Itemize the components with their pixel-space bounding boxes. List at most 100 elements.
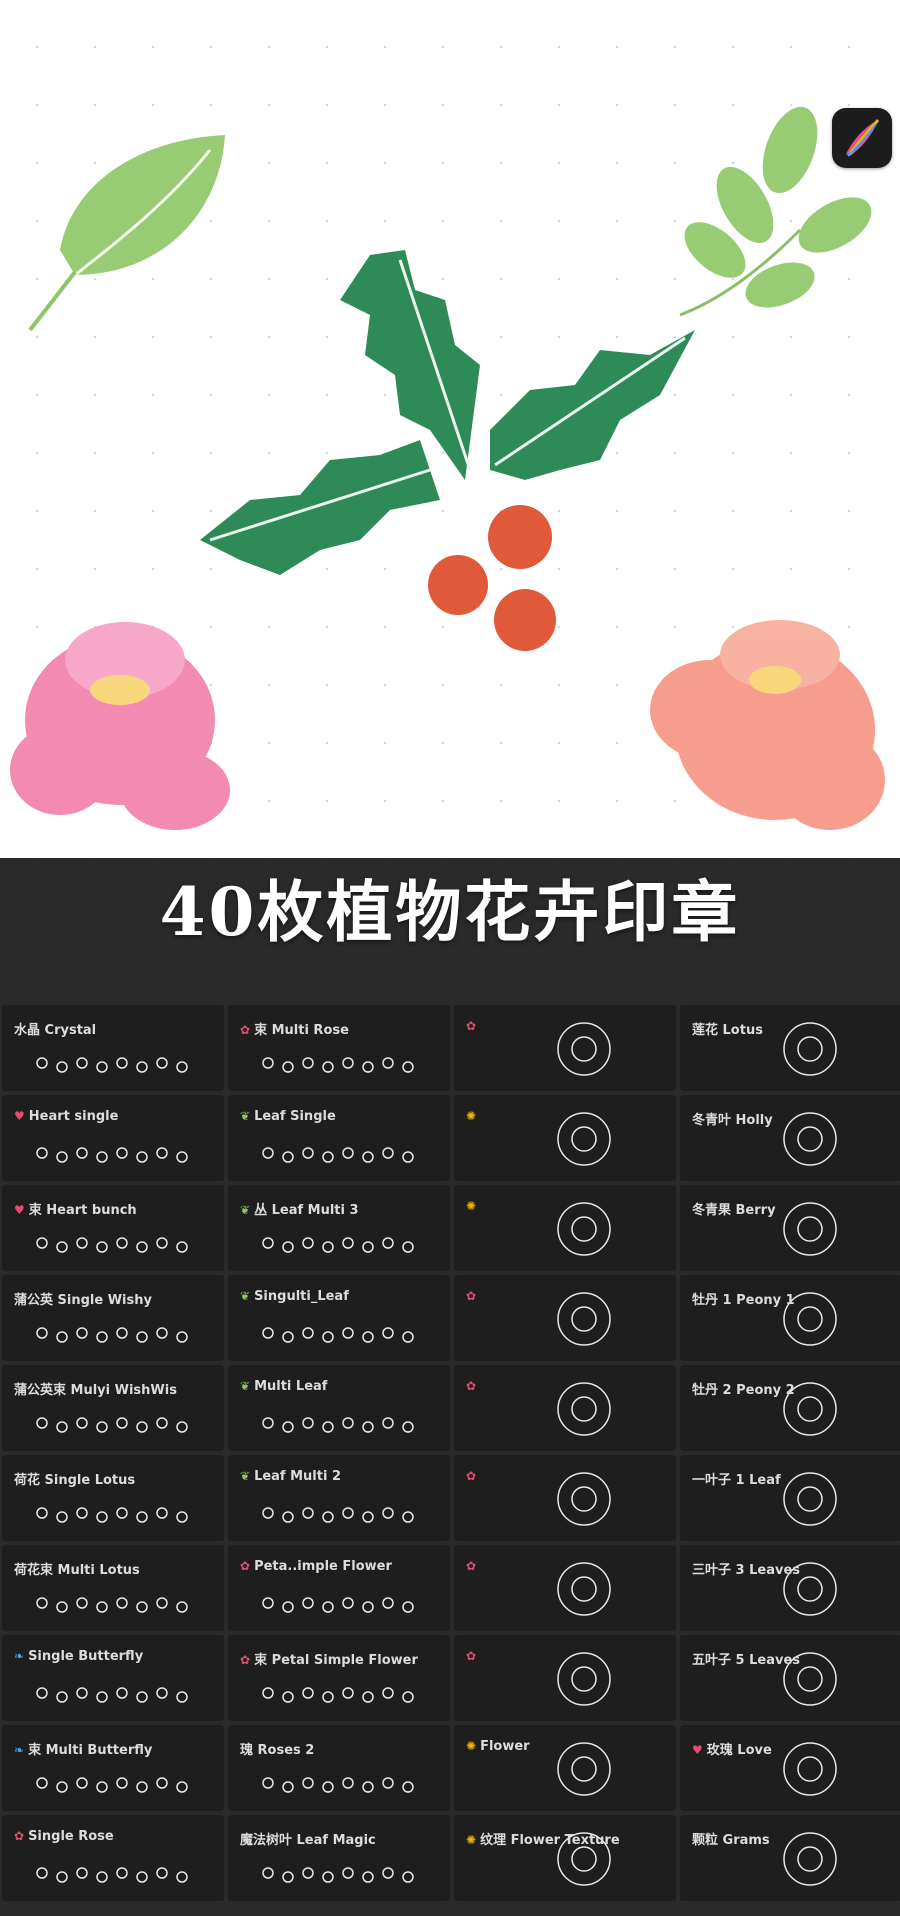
brush-cell[interactable]: ✿ [454, 1635, 676, 1721]
brush-label: 三叶子 3 Leaves [692, 1559, 800, 1578]
brush-name: 水晶 Crystal [14, 1023, 97, 1038]
brush-cell[interactable]: 三叶子 3 Leaves [680, 1545, 900, 1631]
brush-stroke-preview [262, 1057, 414, 1073]
brush-cell[interactable]: ✿ [454, 1275, 676, 1361]
brush-cell[interactable]: ✿ Single Rose [2, 1815, 224, 1901]
brush-stroke-preview [36, 1417, 188, 1433]
brush-cell[interactable]: ♥ 玫瑰 Love [680, 1725, 900, 1811]
brush-label: ♥ Heart single [14, 1109, 118, 1124]
butterfly-icon: ❧ [14, 1649, 25, 1663]
brush-stroke-preview [262, 1597, 414, 1613]
brush-stroke-preview [36, 1597, 188, 1613]
brush-grid: 水晶 Crystal ✿ 束 Multi Rose ✿ 莲花 Lotus ♥ Heart s… [0, 1005, 900, 1911]
brush-name: 冬青叶 Holly [692, 1113, 773, 1128]
brush-name: Multi Leaf [254, 1379, 328, 1394]
brush-cell[interactable]: ✿ 束 Multi Rose [228, 1005, 450, 1091]
brush-cell[interactable]: ❧ 束 Multi Butterfly [2, 1725, 224, 1811]
brush-label: 蒲公英 Single Wishy [14, 1289, 152, 1308]
brush-cell[interactable]: 荷花 Single Lotus [2, 1455, 224, 1541]
brush-stroke-preview [262, 1777, 414, 1793]
brush-label: ❧ 束 Multi Butterfly [14, 1739, 152, 1758]
brush-cell[interactable]: ❦ Singulti_Leaf [228, 1275, 450, 1361]
sunflower-icon: ✺ [466, 1109, 477, 1123]
flower-icon: ✿ [466, 1379, 477, 1393]
brush-cell[interactable]: ❦ 丛 Leaf Multi 3 [228, 1185, 450, 1271]
brush-cell[interactable]: 一叶子 1 Leaf [680, 1455, 900, 1541]
brush-label: ✿ 束 Petal Simple Flower [240, 1649, 418, 1668]
brush-cell[interactable]: 冬青叶 Holly [680, 1095, 900, 1181]
sunflower-icon: ✺ [466, 1739, 477, 1753]
brush-name: 束 Petal Simple Flower [254, 1653, 418, 1668]
heart-icon: ♥ [692, 1743, 703, 1757]
brush-cell[interactable]: 魔法树叶 Leaf Magic [228, 1815, 450, 1901]
brush-cell[interactable]: ✺ [454, 1095, 676, 1181]
brush-stroke-preview [557, 1562, 611, 1616]
brush-cell[interactable]: 蒲公英束 Mulyi WishWis [2, 1365, 224, 1451]
brush-cell[interactable]: 荷花束 Multi Lotus [2, 1545, 224, 1631]
brush-label: ❧ Single Butterfly [14, 1649, 143, 1664]
brush-stroke-preview [557, 1382, 611, 1436]
brush-stroke-preview [262, 1237, 414, 1253]
brush-label: 魔法树叶 Leaf Magic [240, 1829, 376, 1848]
illustration-canvas [0, 0, 900, 858]
brush-name: 三叶子 3 Leaves [692, 1563, 800, 1578]
watercolor-leaf-left [28, 135, 225, 332]
brush-cell[interactable]: 冬青果 Berry [680, 1185, 900, 1271]
brush-stroke-preview [557, 1022, 611, 1076]
flower-icon: ✿ [466, 1019, 477, 1033]
brush-cell[interactable]: ✿ 束 Petal Simple Flower [228, 1635, 450, 1721]
brush-name: 牡丹 2 Peony 2 [692, 1383, 795, 1398]
brush-label: ✿ Single Rose [14, 1829, 114, 1844]
leaf-icon: ❦ [240, 1379, 251, 1393]
watercolor-peony-coral [650, 620, 885, 830]
brush-label: 荷花束 Multi Lotus [14, 1559, 140, 1578]
brush-stroke-preview [557, 1292, 611, 1346]
brush-cell[interactable]: ❦ Leaf Multi 2 [228, 1455, 450, 1541]
brush-cell[interactable]: ✺ [454, 1185, 676, 1271]
brush-cell[interactable]: ✿ [454, 1455, 676, 1541]
brush-stroke-preview [783, 1832, 837, 1886]
brush-stroke-preview [36, 1327, 188, 1343]
brush-label: ✿ Peta..imple Flower [240, 1559, 392, 1574]
brush-name: 瑰 Roses 2 [240, 1743, 315, 1758]
brush-name: 丛 Leaf Multi 3 [254, 1203, 359, 1218]
brush-label: 一叶子 1 Leaf [692, 1469, 781, 1488]
brush-cell[interactable]: 蒲公英 Single Wishy [2, 1275, 224, 1361]
brush-cell[interactable]: ✿ [454, 1545, 676, 1631]
brush-cell[interactable]: ❧ Single Butterfly [2, 1635, 224, 1721]
brush-cell[interactable]: ✿ Peta..imple Flower [228, 1545, 450, 1631]
brush-cell[interactable]: 牡丹 2 Peony 2 [680, 1365, 900, 1451]
brush-cell[interactable]: 颗粒 Grams [680, 1815, 900, 1901]
brush-cell[interactable]: ✺ Flower [454, 1725, 676, 1811]
brush-cell[interactable]: ✺ 纹理 Flower Texture [454, 1815, 676, 1901]
brush-cell[interactable]: ✿ [454, 1365, 676, 1451]
brush-name: 魔法树叶 Leaf Magic [240, 1833, 376, 1848]
brush-stroke-preview [783, 1472, 837, 1526]
brush-label: ♥ 束 Heart bunch [14, 1199, 137, 1218]
brush-cell[interactable]: 瑰 Roses 2 [228, 1725, 450, 1811]
brush-stroke-preview [557, 1202, 611, 1256]
flower-icon: ✿ [466, 1559, 477, 1573]
brush-cell[interactable]: ♥ Heart single [2, 1095, 224, 1181]
botanical-illustration [10, 106, 885, 830]
brush-label: ✺ 纹理 Flower Texture [466, 1829, 620, 1848]
brush-name: 蒲公英束 Mulyi WishWis [14, 1383, 177, 1398]
brush-cell[interactable]: 牡丹 1 Peony 1 [680, 1275, 900, 1361]
brush-label: ❦ Multi Leaf [240, 1379, 327, 1394]
brush-cell[interactable]: ✿ [454, 1005, 676, 1091]
heart-icon: ♥ [14, 1203, 25, 1217]
brush-cell[interactable]: 莲花 Lotus [680, 1005, 900, 1091]
brush-cell[interactable]: ❦ Multi Leaf [228, 1365, 450, 1451]
flower-icon: ✿ [466, 1649, 477, 1663]
brush-cell[interactable]: 五叶子 5 Leaves [680, 1635, 900, 1721]
holly-berries [428, 505, 556, 651]
brush-cell[interactable]: ♥ 束 Heart bunch [2, 1185, 224, 1271]
brush-label: 冬青果 Berry [692, 1199, 776, 1218]
brush-name: Single Butterfly [28, 1649, 144, 1664]
heart-icon: ♥ [14, 1109, 25, 1123]
brush-stroke-preview [36, 1057, 188, 1073]
brush-cell[interactable]: 水晶 Crystal [2, 1005, 224, 1091]
brush-name: 蒲公英 Single Wishy [14, 1293, 152, 1308]
page-title: 40枚植物花卉印章 [159, 873, 741, 951]
brush-cell[interactable]: ❦ Leaf Single [228, 1095, 450, 1181]
